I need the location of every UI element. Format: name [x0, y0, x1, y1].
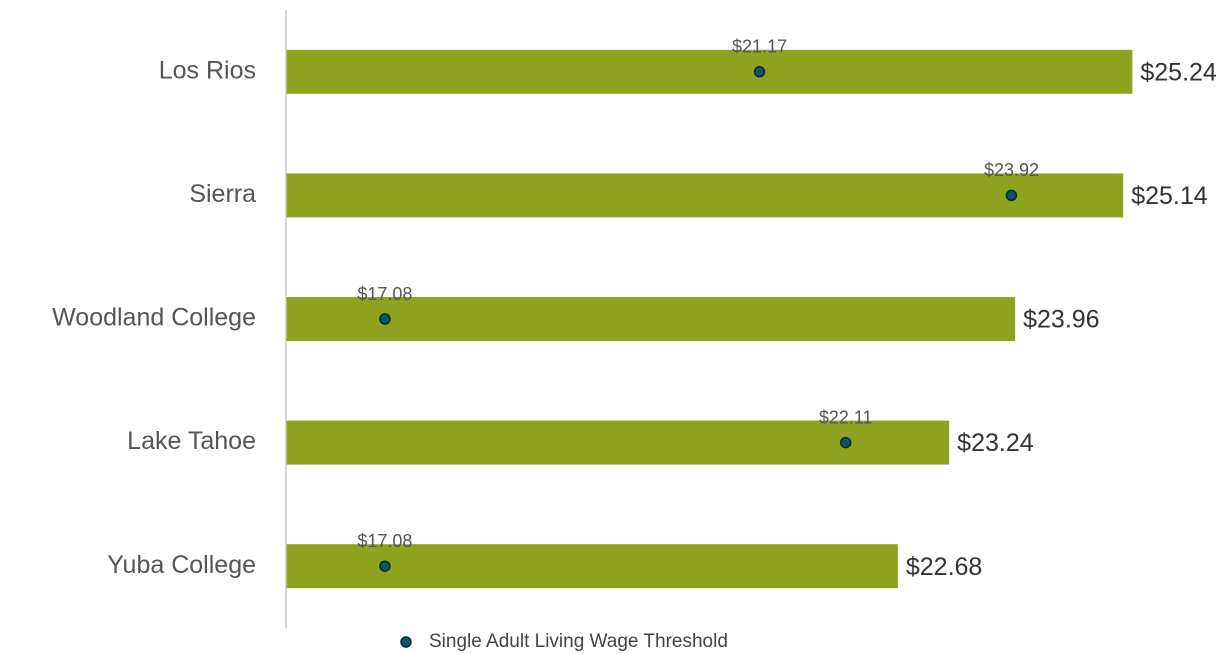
threshold-label: $22.11	[819, 407, 873, 427]
category-label: Yuba College	[107, 551, 256, 579]
bar-value-label: $22.68	[906, 553, 982, 581]
category-label: Woodland College	[52, 304, 256, 332]
category-label: Sierra	[189, 180, 256, 208]
bar	[286, 173, 1124, 218]
legend-marker	[400, 636, 412, 648]
threshold-label: $17.08	[357, 284, 412, 304]
bar-value-label: $23.96	[1023, 306, 1099, 334]
bar	[286, 297, 1016, 341]
threshold-marker	[839, 436, 852, 449]
threshold-label: $21.17	[732, 37, 787, 57]
bar-value-label: $23.24	[957, 429, 1034, 457]
bar-value-label: $25.24	[1140, 58, 1217, 86]
threshold-label: $23.92	[984, 160, 1039, 180]
legend-label: Single Adult Living Wage Threshold	[429, 631, 728, 652]
bar	[286, 420, 950, 465]
threshold-marker	[1005, 189, 1018, 202]
bar	[286, 49, 1133, 94]
threshold-marker	[379, 313, 391, 325]
threshold-marker	[379, 560, 391, 572]
bar-value-label: $25.14	[1131, 182, 1208, 210]
threshold-label: $17.08	[357, 531, 412, 551]
threshold-marker	[753, 66, 766, 78]
category-label: Lake Tahoe	[127, 427, 256, 455]
category-label: Los Rios	[159, 56, 256, 84]
